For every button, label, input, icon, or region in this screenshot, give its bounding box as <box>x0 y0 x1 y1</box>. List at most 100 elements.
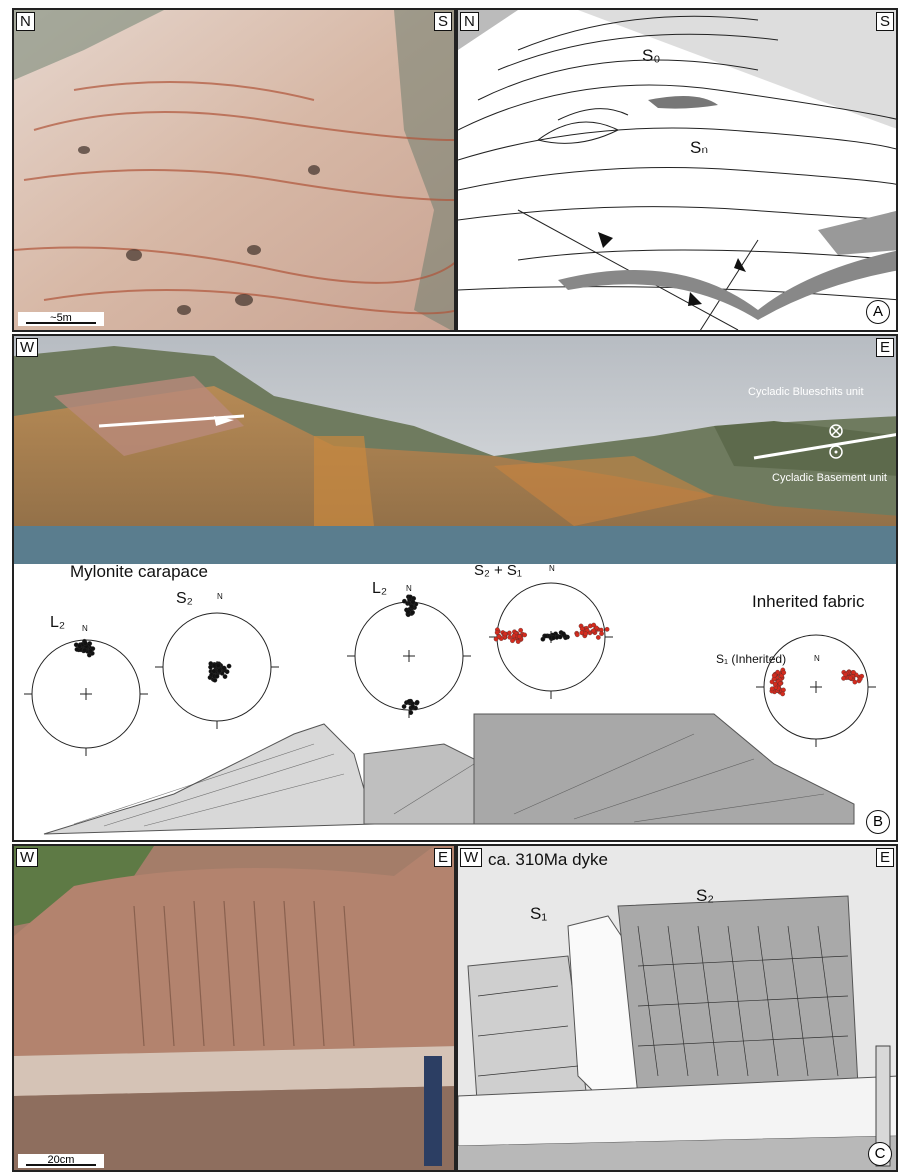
stereonet-pole <box>414 699 420 705</box>
panel-c-sketch: W ca. 310Ma dyke E S₁ S₂ C <box>456 844 898 1172</box>
scale-bar: ~5m <box>18 312 104 326</box>
stereonet-2-north: N <box>217 592 223 601</box>
stereonet-pole <box>842 672 848 677</box>
stereonet-pole <box>406 699 412 704</box>
stereonet-1-north: N <box>82 624 88 633</box>
stereonet-pole <box>780 691 786 697</box>
stereonet-pole <box>772 681 778 687</box>
stereonet-2-label: S₂ <box>176 590 193 607</box>
stereonet-5-label: S₁ (Inherited) <box>716 652 787 666</box>
stereonet-pole <box>540 636 546 642</box>
stereonet-pole <box>410 599 416 605</box>
direction-label-right: S <box>875 12 894 31</box>
stereonet-pole <box>408 710 414 715</box>
stereonet-pole <box>208 664 213 670</box>
direction-label-right: E <box>875 338 894 357</box>
stereonet-pole <box>221 665 227 671</box>
s1-label: S₁ <box>530 904 548 923</box>
line-drawing-a <box>458 10 896 330</box>
stereonet-pole <box>852 679 858 685</box>
stereonet-pole <box>583 631 588 637</box>
stereonet-pole <box>595 635 601 640</box>
direction-label-right: S <box>433 12 452 31</box>
stereonet-pole <box>517 634 522 639</box>
stereonet-pole <box>82 640 88 646</box>
stereonet-pole <box>211 668 217 674</box>
stereonet-pole <box>574 632 580 638</box>
stereonet-pole <box>848 675 853 681</box>
stereonet-pole <box>226 663 232 669</box>
stereonet-pole <box>560 631 566 637</box>
stereonet-pole <box>507 634 513 640</box>
stereonet-pole <box>212 677 218 683</box>
upper-unit-label: Cycladic Blueschits unit <box>748 386 864 398</box>
stereonet-pole <box>74 647 80 652</box>
stereonet-pole <box>77 643 82 649</box>
stereonet-pole <box>82 647 88 653</box>
stereonet-pole <box>410 609 415 615</box>
stereonet-pole <box>594 625 599 631</box>
direction-label-left: W <box>460 848 483 867</box>
line-drawing-c <box>458 846 896 1170</box>
stereonet-pole <box>502 631 508 637</box>
stereonet-pole <box>410 704 416 710</box>
dyke-age-label: ca. 310Ma dyke <box>488 850 609 869</box>
mylonite-carapace-title: Mylonite carapace <box>70 562 208 581</box>
panel-a-sketch: N S S₀ Sₙ A <box>456 8 898 332</box>
stereonet-pole <box>781 687 786 693</box>
direction-label-right: E <box>875 848 894 867</box>
sn-label: Sₙ <box>690 138 709 157</box>
direction-label-left: W <box>16 338 39 357</box>
scale-bar: 20cm <box>18 1154 104 1168</box>
direction-label-left: N <box>460 12 479 31</box>
lower-unit-label: Cycladic Basement unit <box>772 472 887 484</box>
stereonet-pole <box>591 628 597 634</box>
stereonet-pole <box>599 631 604 637</box>
inherited-fabric-title: Inherited fabric <box>752 592 865 611</box>
stereonet-4-label: S₂ + S₁ <box>474 562 522 579</box>
stereonet-pole <box>777 681 783 686</box>
outcrop-photo-c <box>14 846 454 1170</box>
stereonet-4-north: N <box>549 564 555 573</box>
direction-label-left: W <box>16 848 39 867</box>
stereonet-pole <box>542 633 548 639</box>
scale-label: ~5m <box>50 312 72 324</box>
stereonet-pole <box>769 686 775 692</box>
stereonet-pole <box>222 674 228 679</box>
s0-label: S₀ <box>642 46 661 65</box>
stereonet-pole <box>771 673 777 678</box>
stereonet-pole <box>405 609 411 615</box>
s2-label: S₂ <box>696 886 714 905</box>
stereonet-pole <box>214 673 220 679</box>
panorama-photo <box>14 336 896 564</box>
stereonet-pole <box>401 704 407 709</box>
stereonet-pole <box>857 676 863 682</box>
stereonet-3-north: N <box>406 584 412 593</box>
stereonet-pole <box>496 634 502 639</box>
stereonet-pole <box>511 633 517 639</box>
stereonet-pole <box>851 670 856 675</box>
stereonet-1-label: L₂ <box>50 614 66 631</box>
panel-letter-a: A <box>866 300 890 324</box>
stereonet-pole <box>409 603 414 609</box>
stereonet-pole <box>604 626 610 632</box>
direction-label-right: E <box>433 848 452 867</box>
stereonet-area <box>24 582 876 835</box>
stereonet-pole <box>841 675 846 681</box>
stereonet-pole <box>781 670 787 676</box>
panel-c-photo: W E 20cm <box>12 844 456 1172</box>
stereonet-pole <box>551 635 556 641</box>
outcrop-photo-a <box>14 10 454 330</box>
stereonet-pole <box>494 630 500 635</box>
panel-letter-b: B <box>866 810 890 834</box>
stereonet-pole <box>518 627 524 633</box>
stereonet-3-label: L₂ <box>372 580 388 597</box>
stereonet-pole <box>88 648 93 654</box>
direction-label-left: N <box>16 12 35 31</box>
stereonet-pole <box>522 632 528 638</box>
stereonet-pole <box>216 668 222 674</box>
scale-label: 20cm <box>47 1154 75 1166</box>
panel-a-photo: N S ~5m <box>12 8 456 332</box>
stereonet-pole <box>215 663 221 668</box>
